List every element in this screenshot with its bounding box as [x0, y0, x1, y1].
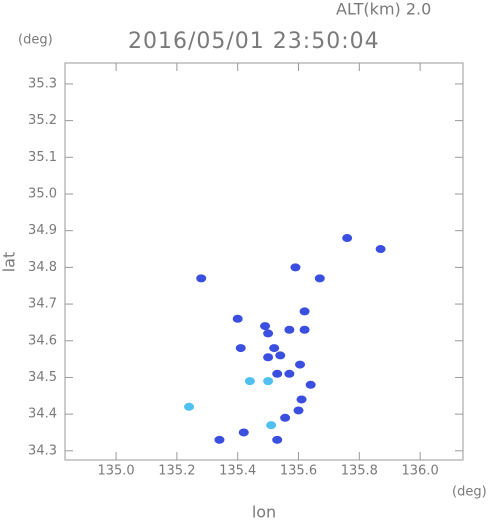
echo — [295, 360, 306, 369]
echo — [290, 263, 301, 272]
echo — [238, 428, 249, 437]
echo — [284, 325, 295, 334]
y-tick-label: 34.4 — [28, 407, 57, 422]
x-axis-label: lon — [252, 503, 276, 521]
altitude-label: ALT(km) 2.0 — [336, 0, 431, 19]
echo — [314, 274, 325, 283]
x-tick-label: 136.0 — [402, 464, 439, 479]
y-tick-label: 35.0 — [28, 186, 57, 201]
echo — [263, 329, 274, 338]
echo — [299, 307, 310, 316]
y-axis-label: lat — [0, 252, 19, 273]
x-unit: (deg) — [452, 485, 487, 500]
echo — [299, 325, 310, 334]
echo — [296, 395, 307, 404]
echo — [272, 435, 283, 444]
y-tick-label: 34.9 — [28, 223, 57, 238]
echo — [305, 380, 316, 389]
echo — [266, 421, 277, 430]
y-tick-label: 35.3 — [28, 76, 57, 91]
echo — [235, 344, 246, 353]
echo — [232, 314, 243, 323]
y-tick-label: 34.8 — [28, 260, 57, 275]
echo — [214, 435, 225, 444]
x-tick-label: 135.4 — [219, 464, 256, 479]
echo — [293, 406, 304, 415]
x-tick-label: 135.2 — [158, 464, 195, 479]
echo — [263, 377, 274, 386]
echo — [342, 234, 353, 243]
x-tick-label: 135.6 — [280, 464, 317, 479]
chart-title: 2016/05/01 23:50:04 — [128, 29, 380, 54]
y-tick-label: 34.5 — [28, 370, 57, 385]
echo — [280, 413, 291, 422]
echo — [272, 369, 283, 378]
echo — [263, 353, 274, 362]
echo — [284, 369, 295, 378]
echo — [269, 344, 280, 353]
y-tick-label: 34.6 — [28, 333, 57, 348]
x-tick-label: 135.8 — [341, 464, 378, 479]
echo — [375, 245, 386, 254]
echo — [196, 274, 207, 283]
y-tick-label: 35.1 — [28, 150, 57, 165]
echo — [275, 351, 286, 360]
echo — [184, 402, 195, 411]
y-tick-label: 35.2 — [28, 113, 57, 128]
y-tick-label: 34.3 — [28, 443, 57, 458]
y-tick-label: 34.7 — [28, 297, 57, 312]
plot-frame — [64, 62, 464, 461]
echo — [244, 377, 255, 386]
echo — [260, 322, 271, 331]
x-tick-label: 135.0 — [97, 464, 134, 479]
y-unit: (deg) — [18, 33, 53, 48]
